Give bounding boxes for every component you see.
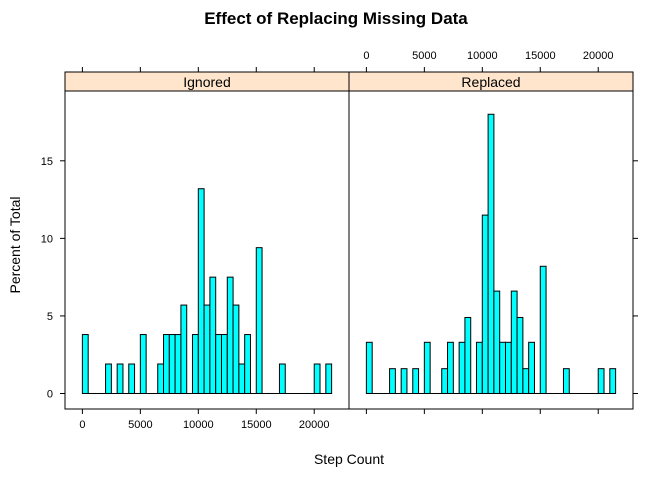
histogram-bar-ignored-1 xyxy=(105,363,112,394)
strip-label-replaced: Replaced xyxy=(461,74,520,90)
histogram-bar-replaced-10 xyxy=(481,214,489,394)
x-tick-label-top: 20000 xyxy=(583,50,614,62)
histogram-bar-ignored-13 xyxy=(209,276,217,394)
histogram-bar-replaced-0 xyxy=(365,341,373,394)
histogram-bar-replaced-17 xyxy=(522,368,530,394)
x-tick-label-top: 5000 xyxy=(412,50,436,62)
strip-label-ignored: Ignored xyxy=(183,74,230,90)
x-tick-label: 5000 xyxy=(128,419,152,431)
y-tick-label: 10 xyxy=(41,233,53,245)
histogram-bar-ignored-14 xyxy=(215,334,222,394)
histogram-bar-ignored-5 xyxy=(157,363,165,394)
histogram-bar-ignored-19 xyxy=(244,334,251,394)
histogram-bar-replaced-7 xyxy=(458,341,466,394)
histogram-bar-ignored-23 xyxy=(325,363,333,394)
histogram-bar-replaced-1 xyxy=(389,368,396,394)
histogram-bar-replaced-11 xyxy=(487,113,495,394)
x-tick-label: 0 xyxy=(79,419,85,431)
histogram-bar-ignored-20 xyxy=(255,247,263,394)
histogram-bar-replaced-3 xyxy=(412,368,420,394)
histogram-bar-replaced-5 xyxy=(441,368,449,394)
histogram-bar-replaced-12 xyxy=(493,290,501,394)
histogram-bar-replaced-16 xyxy=(516,316,524,394)
histogram-bar-ignored-3 xyxy=(128,363,136,394)
y-axis-label: Percent of Total xyxy=(7,196,23,293)
x-tick-label: 10000 xyxy=(183,419,214,431)
histogram-bar-replaced-2 xyxy=(400,368,408,394)
histogram-bar-ignored-15 xyxy=(220,334,228,394)
histogram-bar-ignored-0 xyxy=(81,334,89,394)
histogram-bar-replaced-22 xyxy=(609,368,617,394)
y-tick-label: 15 xyxy=(41,156,53,168)
histogram-bar-ignored-17 xyxy=(232,304,240,394)
histogram-bar-replaced-4 xyxy=(423,341,431,394)
y-tick-label: 5 xyxy=(47,311,53,323)
x-tick-label: 15000 xyxy=(241,419,272,431)
y-tick-label: 0 xyxy=(47,388,53,400)
x-tick-label-top: 15000 xyxy=(525,50,556,62)
x-tick-label-top: 10000 xyxy=(467,50,498,62)
histogram-bar-ignored-6 xyxy=(163,334,170,394)
x-axis-label: Step Count xyxy=(314,451,384,467)
histogram-bar-replaced-13 xyxy=(499,341,506,394)
histogram-bar-ignored-11 xyxy=(197,188,205,394)
histogram-bar-replaced-6 xyxy=(447,341,454,394)
histogram-bar-replaced-15 xyxy=(510,290,518,394)
histogram-bar-ignored-12 xyxy=(203,304,211,394)
histogram-bar-ignored-18 xyxy=(238,363,246,394)
histogram-bar-ignored-7 xyxy=(168,334,176,394)
histogram-bar-replaced-21 xyxy=(597,368,605,394)
histogram-bar-ignored-4 xyxy=(139,334,147,394)
x-tick-label: 20000 xyxy=(299,419,330,431)
histogram-bar-replaced-8 xyxy=(464,316,472,394)
histogram-bar-ignored-8 xyxy=(174,334,182,394)
panels-group: Ignored 0 5000 10000 15000 20000 Replaced 0 5000… xyxy=(41,50,638,431)
histogram-bar-ignored-21 xyxy=(278,363,286,394)
histogram-bar-replaced-14 xyxy=(504,341,512,394)
chart-title: Effect of Replacing Missing Data xyxy=(204,9,468,28)
histogram-bar-ignored-9 xyxy=(180,304,188,394)
x-tick-label-top: 0 xyxy=(363,50,369,62)
histogram-bar-ignored-2 xyxy=(116,363,124,394)
histogram-bar-replaced-9 xyxy=(476,341,483,394)
panel-border-replaced xyxy=(348,71,634,410)
histogram-bar-ignored-10 xyxy=(192,334,199,394)
histogram-bar-ignored-22 xyxy=(313,363,321,394)
histogram-bar-replaced-18 xyxy=(528,341,535,394)
histogram-bar-ignored-16 xyxy=(226,276,234,394)
histogram-bar-replaced-20 xyxy=(562,368,570,394)
histogram-bar-replaced-19 xyxy=(539,265,547,394)
